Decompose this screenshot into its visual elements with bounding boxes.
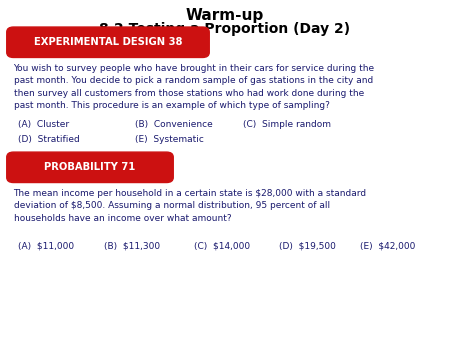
Text: PROBABILITY 71: PROBABILITY 71 — [44, 162, 136, 172]
Text: (C)  $14,000: (C) $14,000 — [194, 242, 250, 251]
FancyBboxPatch shape — [7, 152, 173, 183]
Text: (E)  $42,000: (E) $42,000 — [360, 242, 415, 251]
Text: The mean income per household in a certain state is $28,000 with a standard
devi: The mean income per household in a certa… — [14, 189, 367, 223]
Text: (D)  $19,500: (D) $19,500 — [279, 242, 336, 251]
Text: 8.2 Testing a Proportion (Day 2): 8.2 Testing a Proportion (Day 2) — [99, 22, 351, 36]
Text: (D)  Stratified: (D) Stratified — [18, 135, 80, 144]
Text: Warm-up: Warm-up — [186, 8, 264, 23]
Text: (E)  Systematic: (E) Systematic — [135, 135, 204, 144]
Text: You wish to survey people who have brought in their cars for service during the
: You wish to survey people who have broug… — [14, 64, 374, 110]
Text: EXPERIMENTAL DESIGN 38: EXPERIMENTAL DESIGN 38 — [34, 37, 182, 47]
Text: (B)  Convenience: (B) Convenience — [135, 120, 213, 129]
Text: (A)  $11,000: (A) $11,000 — [18, 242, 74, 251]
Text: (C)  Simple random: (C) Simple random — [243, 120, 331, 129]
Text: (B)  $11,300: (B) $11,300 — [104, 242, 160, 251]
FancyBboxPatch shape — [7, 27, 209, 57]
Text: (A)  Cluster: (A) Cluster — [18, 120, 69, 129]
